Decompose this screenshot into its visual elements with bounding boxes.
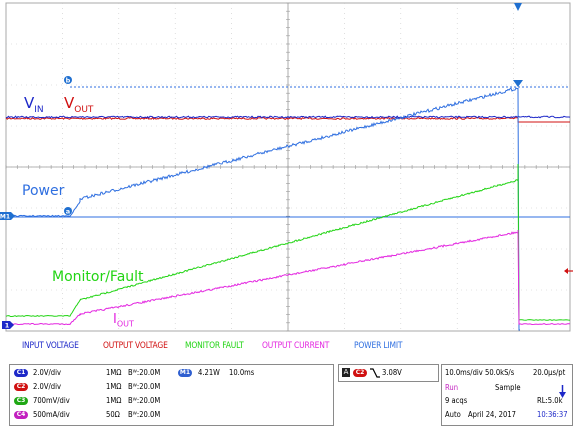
ch4-coupling: 50Ω [106,410,120,419]
reference-a-marker-circle [64,207,72,215]
power-label: Power [22,183,65,199]
power-trace [5,87,520,331]
waveform-traces [5,86,571,331]
cursor-marker [513,80,523,87]
falling-edge-icon [370,368,380,378]
ch2-bandwidth: Bᵂ:20.0M [128,382,161,391]
ch1-badge[interactable]: C1 [14,369,28,377]
vout-label: VOUT [64,94,94,115]
ch2-coupling: 1MΩ [106,382,122,391]
math1-time: 10.0ms [229,368,255,377]
ch3-scale[interactable]: 700mV/div [33,396,70,405]
trigger-mode-box[interactable]: A [342,368,350,377]
ch1-coupling: 1MΩ [106,368,122,377]
ch3-bandwidth: Bᵂ:20.0M [128,396,161,405]
legend-output-current: OUTPUT CURRENT [262,341,330,351]
trigger-panel: A C2 3.08V [338,364,439,382]
trigger-down-arrow-icon [559,385,566,398]
vin-trace [5,115,571,119]
ch1-ground-marker: 1 [2,321,14,330]
channel-settings-panel: C1 2.0V/div 1MΩ Bᵂ:20.0M C2 2.0V/div 1MΩ… [9,364,334,426]
graticule-markers: b a M1 1 [0,3,573,330]
ch1-marker-shape [2,321,14,329]
legend-monitor-fault: MONITOR FAULT [185,341,244,351]
legend-input-voltage: INPUT VOLTAGE [22,341,79,351]
vout-trace [5,116,570,123]
math1-marker-shape [0,212,15,220]
ch2-badge[interactable]: C2 [14,383,28,391]
trigger-position-marker [514,3,522,11]
timebase-readout[interactable]: 10.0ms/div 50.0kS/s [445,368,515,377]
acquisition-count: 9 acqs [445,396,468,405]
record-length: RL:5.0k [537,396,563,405]
acquisition-panel: 10.0ms/div 50.0kS/s 20.0μs/pt Run Sample… [441,364,573,426]
math1-marker-text: M1 [0,214,10,221]
math1-scale[interactable]: 4.21W [198,368,220,377]
legend-output-voltage: OUTPUT VOLTAGE [103,341,168,351]
legend-power-limit: POWER LIMIT [354,341,403,351]
off-screen-arrow-head [564,268,568,274]
iout-label: IOUT [113,312,134,329]
trigger-level[interactable]: 3.08V [382,368,402,377]
trigger-auto-mode[interactable]: Auto [445,410,461,419]
math1-badge[interactable]: M1 [178,369,192,377]
math1-ground-marker: M1 [0,212,15,221]
ch1-marker-text: 1 [5,322,10,330]
graticule-grid [5,2,571,332]
ch3-coupling: 1MΩ [106,396,122,405]
waveform-display: b a M1 1 [0,2,573,332]
output-current-trace [5,229,571,326]
reference-b-marker: b [64,76,72,85]
resolution-readout: 20.0μs/pt [533,368,566,377]
ch4-scale[interactable]: 500mA/div [33,410,70,419]
reference-a-marker: a [64,207,72,216]
monitor-fault-label: Monitor/Fault [52,269,144,285]
ch1-bandwidth: Bᵂ:20.0M [128,368,161,377]
ch4-bandwidth: Bᵂ:20.0M [128,410,161,419]
capture-date: April 24, 2017 [468,410,516,419]
reference-b-marker-circle [64,76,72,84]
run-state[interactable]: Run [445,383,459,392]
vin-label: VIN [24,94,44,115]
acquisition-mode[interactable]: Sample [495,383,521,392]
capture-time: 10:36:37 [537,410,568,419]
trigger-source-badge[interactable]: C2 [353,369,367,377]
reference-a-marker-text: a [66,208,70,216]
ch2-scale[interactable]: 2.0V/div [33,382,61,391]
reference-b-marker-text: b [66,77,71,85]
ch4-badge[interactable]: C4 [14,411,28,419]
ch3-badge[interactable]: C3 [14,397,28,405]
monitor-fault-trace [5,163,571,321]
ch1-scale[interactable]: 2.0V/div [33,368,61,377]
